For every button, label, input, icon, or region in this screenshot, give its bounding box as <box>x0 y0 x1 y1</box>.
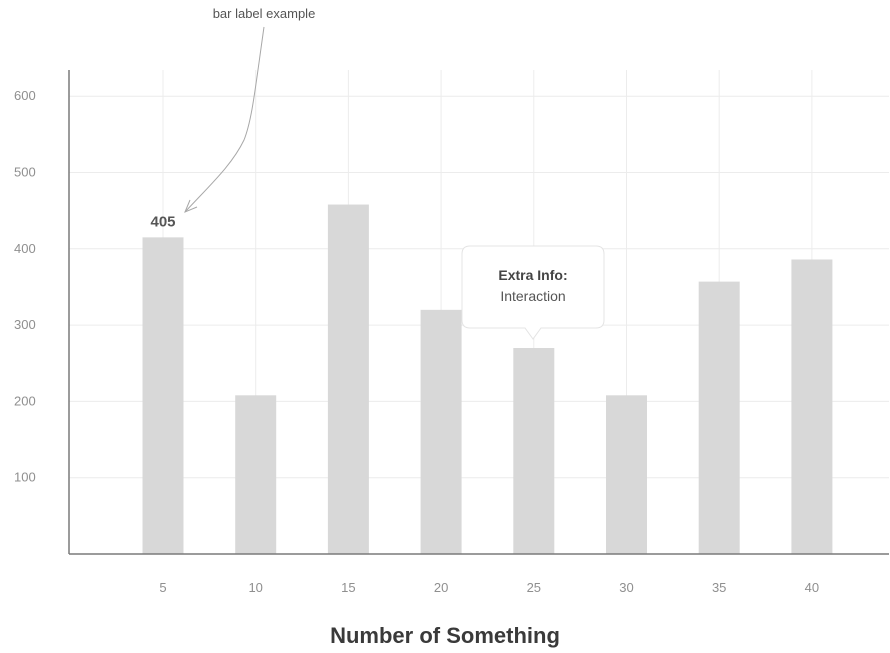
bar-data-label: 405 <box>150 213 175 230</box>
x-tick-label: 30 <box>619 580 633 595</box>
y-tick-labels: 100 200 300 400 500 600 <box>14 88 36 485</box>
x-tick-labels: 5 10 15 20 25 30 35 40 <box>159 580 819 595</box>
bars <box>142 204 833 555</box>
bar-30 <box>606 395 647 554</box>
y-tick-label: 100 <box>14 470 36 485</box>
y-tick-label: 600 <box>14 88 36 103</box>
annotation-arrowhead <box>184 199 198 213</box>
bar-10 <box>235 395 277 554</box>
annotation-arrow <box>184 26 265 213</box>
y-tick-label: 300 <box>14 317 36 332</box>
x-tick-label: 15 <box>341 580 355 595</box>
y-tick-label: 400 <box>14 241 36 256</box>
bar-20 <box>420 309 462 554</box>
bar-25 <box>513 347 555 554</box>
x-tick-label: 40 <box>805 580 819 595</box>
x-tick-label: 25 <box>527 580 541 595</box>
x-tick-label: 10 <box>248 580 262 595</box>
axes <box>68 70 889 555</box>
data-labels: 405 <box>150 213 175 230</box>
tooltip-title: Extra Info: <box>498 267 567 283</box>
annotation-text: bar label example <box>213 6 316 21</box>
bar-label-annotation: bar label example <box>184 6 316 213</box>
x-tick-label: 5 <box>159 580 166 595</box>
x-axis-title: Number of Something <box>330 623 560 648</box>
tooltip-box <box>461 245 605 340</box>
x-tick-label: 20 <box>434 580 448 595</box>
tooltip-text: Interaction <box>500 288 565 304</box>
y-tick-label: 500 <box>14 165 36 180</box>
bar-15 <box>327 204 369 554</box>
bar-5 <box>142 237 184 555</box>
tooltip: Extra Info: Interaction <box>461 245 605 340</box>
bar-35 <box>698 281 740 554</box>
x-tick-label: 35 <box>712 580 726 595</box>
bar-40 <box>791 259 833 554</box>
y-tick-label: 200 <box>14 393 36 408</box>
